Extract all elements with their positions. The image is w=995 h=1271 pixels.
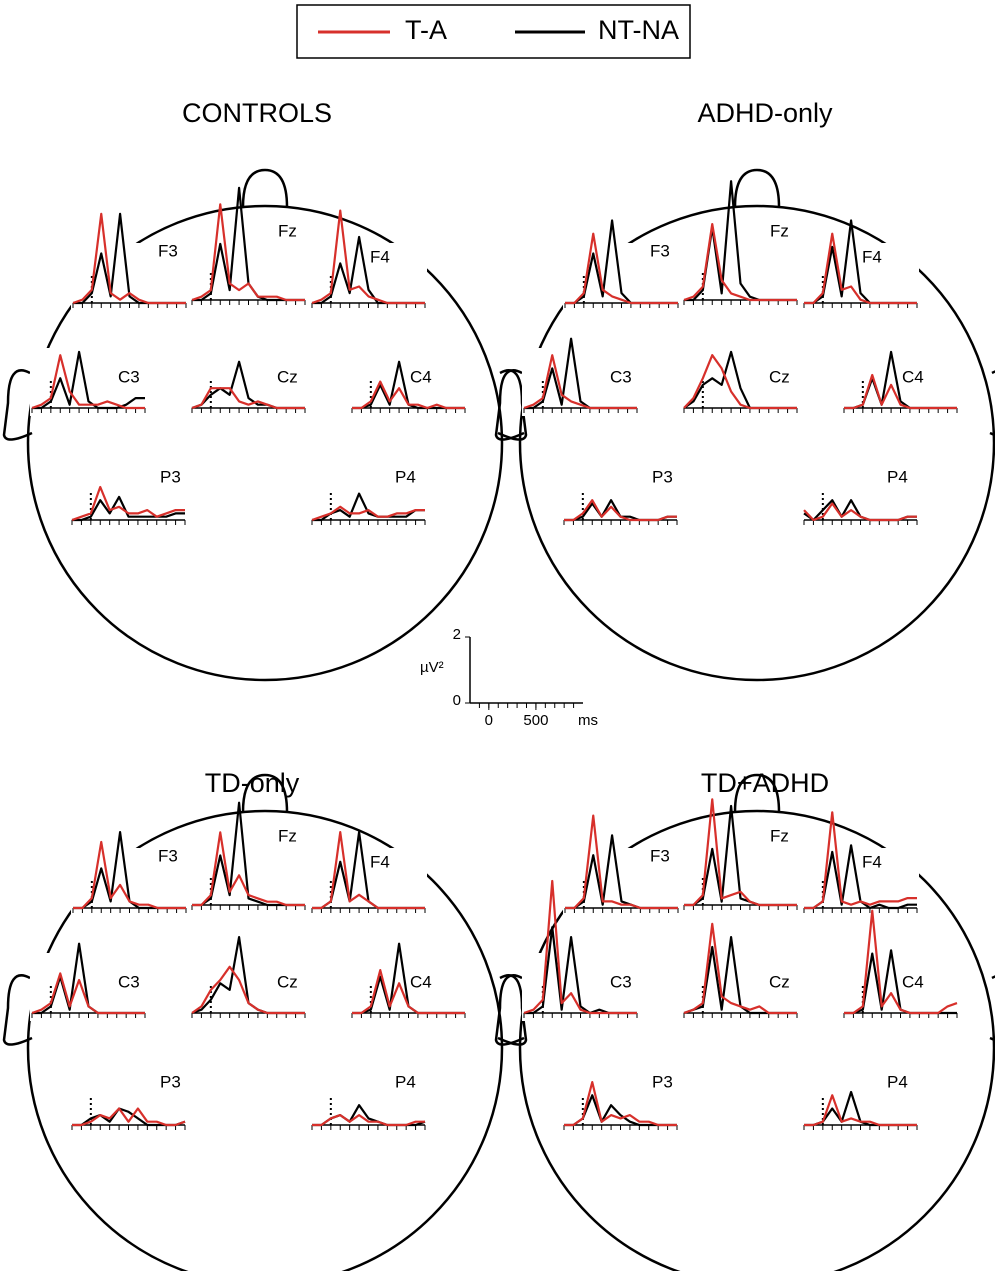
- electrode-plot: C4: [350, 944, 467, 1021]
- x-axis-label: ms: [578, 712, 598, 729]
- electrode-label: Fz: [278, 221, 297, 240]
- electrode-label: F3: [158, 241, 178, 260]
- electrode-label: Cz: [277, 367, 298, 386]
- electrode-label: P4: [887, 467, 908, 486]
- electrode-plot: C3: [30, 348, 147, 416]
- head-panel: TD-only F3 Fz F4 C3 Cz C4 P3 P4: [4, 768, 526, 1271]
- x-tick-label: 500: [523, 712, 548, 729]
- electrode-plot: F3: [71, 214, 188, 311]
- figure: T-A NT-NA 0 2 0 500 µV² ms CONTROLS F3 Fz F4 C3 Cz C4 P…: [0, 0, 995, 1271]
- electrode-label: C3: [118, 972, 140, 991]
- panel-title: CONTROLS: [182, 98, 332, 128]
- plot-background: [310, 243, 427, 311]
- electrode-plot: C4: [350, 348, 467, 416]
- electrode-label: F3: [650, 846, 670, 865]
- electrode-label: C3: [610, 972, 632, 991]
- legend-label: NT-NA: [598, 15, 679, 45]
- electrode-plot: Fz: [682, 799, 799, 913]
- electrode-plot: Cz: [190, 937, 307, 1021]
- panel-title: TD+ADHD: [701, 768, 829, 798]
- plot-background: [310, 848, 427, 916]
- legend-label: T-A: [405, 15, 447, 45]
- electrode-label: Fz: [770, 221, 789, 240]
- electrode-label: P4: [395, 1072, 416, 1091]
- electrode-label: P3: [160, 1072, 181, 1091]
- electrode-label: C4: [902, 972, 924, 991]
- electrode-label: C3: [118, 367, 140, 386]
- x-tick-label: 0: [485, 712, 493, 729]
- head-panel: CONTROLS F3 Fz F4 C3 Cz C4 P3 P4: [4, 98, 526, 680]
- electrode-label: C4: [410, 367, 432, 386]
- electrode-plot: P3: [70, 1065, 187, 1133]
- y-axis-label: µV²: [420, 659, 444, 676]
- electrode-label: F4: [862, 852, 882, 871]
- electrode-plot: C3: [30, 944, 147, 1021]
- head-panel: ADHD-only F3 Fz F4 C3 Cz C4 P3 P4: [496, 98, 995, 680]
- electrode-plot: C3: [522, 339, 639, 416]
- electrode-label: Cz: [769, 367, 790, 386]
- electrode-label: Cz: [769, 972, 790, 991]
- head-panel: TD+ADHD F3 Fz F4 C3 Cz C4 P3 P4: [496, 768, 995, 1271]
- electrode-label: C4: [902, 367, 924, 386]
- electrode-plot: P3: [562, 460, 679, 528]
- electrode-label: F3: [650, 241, 670, 260]
- plot-background: [190, 845, 307, 913]
- electrode-label: F4: [370, 852, 390, 871]
- panel-title: TD-only: [205, 768, 300, 798]
- electrode-plot: C4: [842, 348, 959, 416]
- electrode-label: C4: [410, 972, 432, 991]
- electrode-plot: F4: [802, 812, 919, 916]
- electrode-plot: Cz: [682, 348, 799, 416]
- electrode-plot: F4: [310, 832, 427, 916]
- electrode-plot: Cz: [190, 348, 307, 416]
- nose: [735, 170, 779, 207]
- electrode-plot: P3: [562, 1065, 679, 1133]
- electrode-plot: F4: [310, 211, 427, 311]
- electrode-plot: P3: [70, 460, 187, 528]
- electrode-label: F4: [862, 247, 882, 266]
- electrode-label: Fz: [770, 826, 789, 845]
- nose: [243, 170, 287, 207]
- plot-background: [682, 845, 799, 913]
- y-tick-label: 0: [453, 692, 461, 709]
- electrode-plot: Fz: [682, 181, 799, 308]
- y-tick-label: 2: [453, 626, 461, 643]
- electrode-plot: P4: [802, 460, 919, 528]
- electrode-label: P3: [652, 1072, 673, 1091]
- electrode-plot: F3: [563, 221, 680, 312]
- electrode-plot: F3: [71, 832, 188, 916]
- electrode-plot: F4: [802, 221, 919, 312]
- electrode-label: C3: [610, 367, 632, 386]
- electrode-label: P4: [395, 467, 416, 486]
- panel-title: ADHD-only: [697, 98, 833, 128]
- electrode-label: F4: [370, 247, 390, 266]
- electrode-plot: P4: [310, 460, 427, 528]
- electrode-plot: P4: [802, 1065, 919, 1133]
- electrode-plot: P4: [310, 1065, 427, 1133]
- electrode-label: Cz: [277, 972, 298, 991]
- electrode-plot: C4: [842, 911, 959, 1021]
- electrode-label: F3: [158, 846, 178, 865]
- electrode-plot: Cz: [682, 924, 799, 1021]
- electrode-label: P4: [887, 1072, 908, 1091]
- electrode-label: P3: [652, 467, 673, 486]
- electrode-label: P3: [160, 467, 181, 486]
- electrode-label: Fz: [278, 826, 297, 845]
